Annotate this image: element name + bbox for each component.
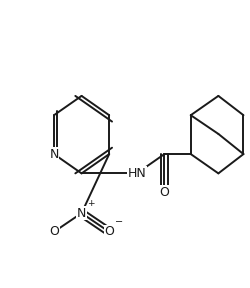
- Text: O: O: [159, 185, 169, 199]
- Text: N: N: [49, 147, 58, 161]
- Text: N: N: [76, 206, 86, 220]
- Text: HN: HN: [127, 167, 146, 180]
- Text: O: O: [49, 225, 59, 238]
- Text: +: +: [87, 199, 94, 208]
- Text: O: O: [104, 225, 114, 238]
- Text: −: −: [114, 217, 122, 227]
